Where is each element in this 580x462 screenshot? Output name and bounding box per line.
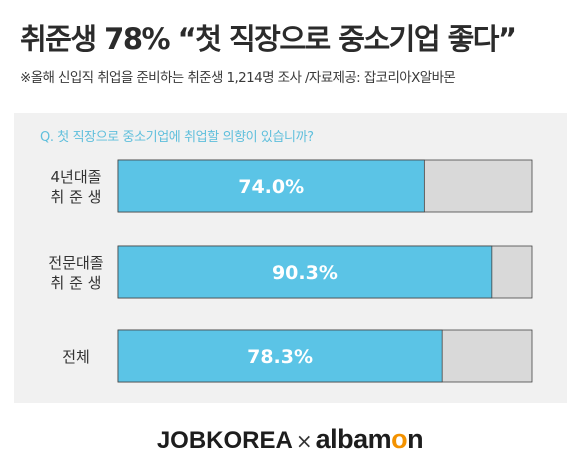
bar-value [117,159,425,213]
logo-separator: × [295,429,313,453]
bar-data-label: 78.3% [247,346,313,368]
page-title: 취준생 78% “첫 직장으로 중소기업 좋다” [20,22,517,56]
category-label: 전체 [62,348,90,366]
category-label: 4년대졸 [51,168,102,186]
albamon-logo: albamon [316,424,424,454]
jobkorea-logo: JOBKOREA [156,427,293,454]
bar-data-label: 90.3% [272,262,338,284]
albamon-logo-o: o [391,424,408,454]
footer-logos: JOBKOREA × albamon [0,424,580,455]
albamon-logo-text-n: n [407,424,424,454]
survey-source-note: ※올해 신입직 취업을 준비하는 취준생 1,214명 조사 /자료제공: 잡코… [20,70,456,86]
albamon-logo-text-a: albam [315,424,392,454]
category-label: 취 준 생 [51,274,102,292]
category-label: 취 준 생 [51,188,102,206]
bar-data-label: 74.0% [238,176,304,198]
category-label: 전문대졸 [48,254,103,272]
bar-value [117,245,493,299]
chart-question: Q. 첫 직장으로 중소기업에 취업할 의향이 있습니까? [40,130,314,145]
bar-value [117,329,443,383]
